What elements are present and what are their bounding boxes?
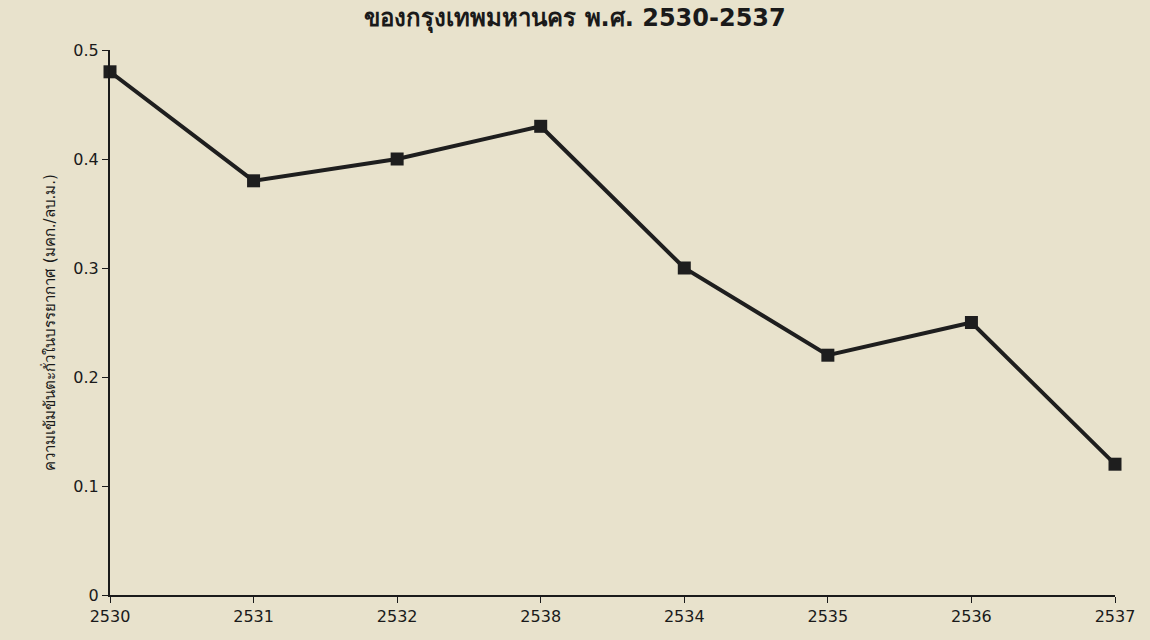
svg-text:0: 0 bbox=[89, 586, 99, 605]
svg-text:2538: 2538 bbox=[520, 607, 561, 626]
svg-text:0.4: 0.4 bbox=[73, 150, 98, 169]
svg-text:2534: 2534 bbox=[664, 607, 705, 626]
svg-text:0.3: 0.3 bbox=[73, 259, 98, 278]
svg-text:2535: 2535 bbox=[808, 607, 849, 626]
svg-text:2530: 2530 bbox=[90, 607, 131, 626]
svg-text:2531: 2531 bbox=[233, 607, 274, 626]
svg-text:0.2: 0.2 bbox=[73, 368, 98, 387]
svg-text:0.5: 0.5 bbox=[73, 41, 98, 60]
svg-text:2537: 2537 bbox=[1095, 607, 1136, 626]
svg-text:ความเข้มข้นตะกั่วในบรรยากาศ (ม: ความเข้มข้นตะกั่วในบรรยากาศ (มคก./ลบ.ม.) bbox=[39, 174, 59, 471]
svg-text:2532: 2532 bbox=[377, 607, 418, 626]
svg-text:ของกรุงเทพมหานคร พ.ศ. 2530-253: ของกรุงเทพมหานคร พ.ศ. 2530-2537 bbox=[364, 4, 786, 34]
svg-text:0.1: 0.1 bbox=[73, 477, 98, 496]
svg-text:2536: 2536 bbox=[951, 607, 992, 626]
